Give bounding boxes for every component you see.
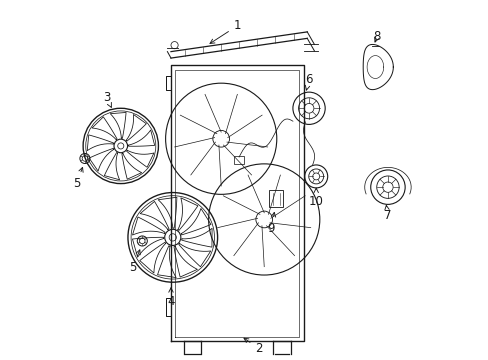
Text: 7: 7 <box>384 206 391 222</box>
Text: 1: 1 <box>209 19 241 44</box>
Text: 4: 4 <box>167 288 174 309</box>
Text: 9: 9 <box>267 212 275 235</box>
Bar <box>268 190 283 207</box>
Bar <box>233 156 244 164</box>
Text: 10: 10 <box>308 188 323 208</box>
Text: 3: 3 <box>102 91 111 107</box>
Text: 8: 8 <box>373 30 380 43</box>
Text: 2: 2 <box>244 338 262 355</box>
Text: 5: 5 <box>129 250 140 274</box>
Text: 6: 6 <box>305 73 312 90</box>
Text: 5: 5 <box>73 167 83 190</box>
